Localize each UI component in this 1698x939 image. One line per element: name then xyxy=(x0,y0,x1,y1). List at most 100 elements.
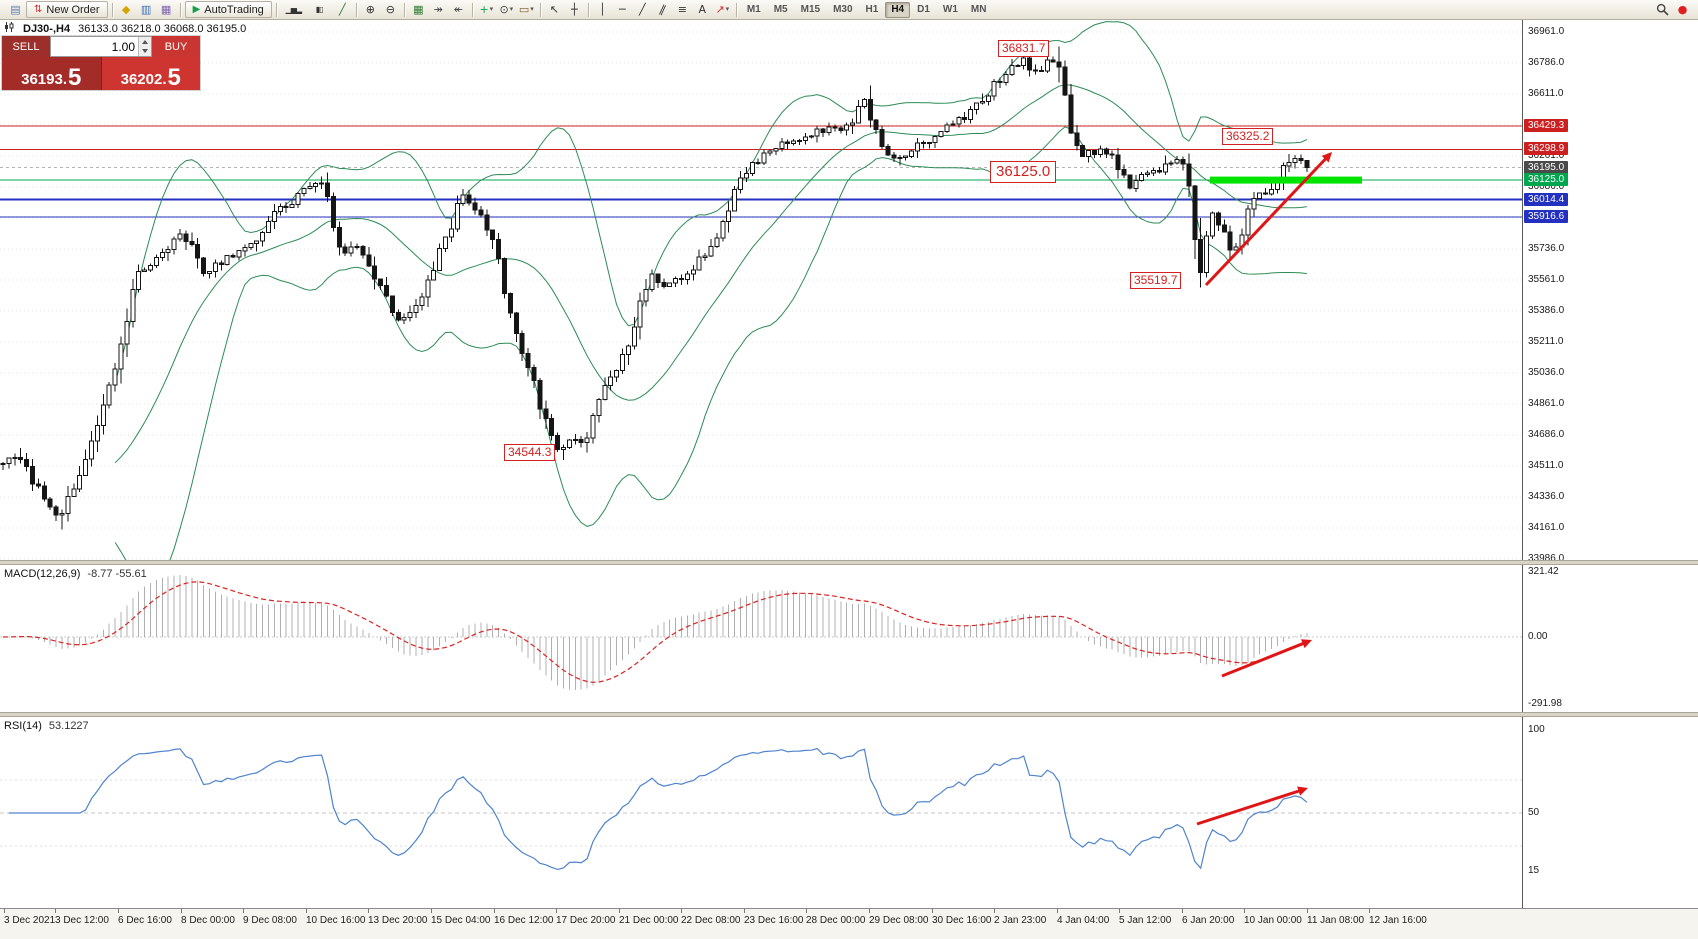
connection-status-icon[interactable]: ● xyxy=(1673,1,1692,18)
panel-splitter-macd[interactable] xyxy=(0,560,1698,565)
search-icon[interactable] xyxy=(1653,1,1672,18)
time-axis-label: 15 Dec 04:00 xyxy=(431,915,491,926)
fibonacci-icon-glyph: ≡ xyxy=(677,3,687,16)
rsi-axis-label: 15 xyxy=(1528,865,1540,876)
bar-chart-icon-glyph: ▁▅▂ xyxy=(285,4,303,14)
chart-window-icon[interactable]: ▤ xyxy=(6,1,25,18)
time-axis-label: 21 Dec 00:00 xyxy=(619,915,679,926)
autotrading-button-label: AutoTrading xyxy=(204,3,264,16)
buy-button[interactable]: BUY xyxy=(152,36,200,57)
price-callout-36325.2: 36325.2 xyxy=(1222,128,1274,145)
toolbar-separator xyxy=(179,2,181,17)
zoom-out-icon[interactable]: ⊖ xyxy=(381,1,400,18)
panel-splitter-rsi[interactable] xyxy=(0,712,1698,717)
autotrading-button[interactable]: ▶ AutoTrading xyxy=(184,1,272,18)
expert-advisors-icon[interactable]: ◆ xyxy=(117,1,136,18)
indicators-icon[interactable]: + ▾ xyxy=(477,1,496,18)
price-callout-36831.7: 36831.7 xyxy=(998,40,1050,57)
timeframe-h1-button[interactable]: H1 xyxy=(865,4,879,15)
timeframe-m1-button[interactable]: M1 xyxy=(746,4,761,15)
buy-price[interactable]: 36202. 5 xyxy=(101,57,200,90)
price-axis-label: 34161.0 xyxy=(1528,522,1565,533)
trendline-icon-glyph: ╱ xyxy=(639,3,646,16)
chart-shift-icon[interactable]: ↞ xyxy=(449,1,468,18)
price-axis[interactable]: 36961.036786.036611.036436.036261.036086… xyxy=(1522,20,1698,908)
time-axis-tick xyxy=(368,909,369,913)
macd-indicator-label: MACD(12,26,9) -8.77 -55.61 xyxy=(4,568,147,580)
time-axis-tick xyxy=(681,909,682,913)
timeframe-w1-button[interactable]: W1 xyxy=(942,4,958,15)
crosshair-icon[interactable]: ┼ xyxy=(565,1,584,18)
time-axis-label: 17 Dec 20:00 xyxy=(556,915,616,926)
price-axis-label: 36261.0 xyxy=(1528,150,1565,161)
price-axis-label: 34336.0 xyxy=(1528,491,1565,502)
toolbar-separator xyxy=(539,2,541,17)
volume-input[interactable] xyxy=(51,37,138,56)
time-axis-label: 2 Jan 23:00 xyxy=(994,915,1047,926)
terminal-icon[interactable]: ▦ xyxy=(157,1,176,18)
new-order-button[interactable]: ⇅ New Order xyxy=(26,1,108,18)
sell-price[interactable]: 36193. 5 xyxy=(2,57,102,90)
bar-chart-icon[interactable]: ▁▅▂ xyxy=(281,1,306,18)
market-watch-icon[interactable]: ▥ xyxy=(137,1,156,18)
time-axis-tick xyxy=(556,909,557,913)
zoom-in-icon[interactable]: ⊕ xyxy=(361,1,380,18)
auto-scroll-icon[interactable]: ↠ xyxy=(429,1,448,18)
periods-icon-glyph: ⊙ xyxy=(499,3,509,16)
time-axis-label: 6 Jan 20:00 xyxy=(1182,915,1235,926)
vertical-line-icon[interactable]: │ xyxy=(593,1,612,18)
macd-panel[interactable] xyxy=(0,565,1522,712)
horizontal-line-icon-glyph: ─ xyxy=(619,3,626,16)
rsi-panel[interactable] xyxy=(0,717,1522,908)
time-axis-tick xyxy=(1182,909,1183,913)
macd-axis-label: 0.00 xyxy=(1528,631,1548,642)
tile-windows-icon[interactable]: ▦ xyxy=(409,1,428,18)
volume-spinner xyxy=(138,37,151,56)
toolbar-separator xyxy=(735,2,737,17)
arrows-tool-icon[interactable]: ↗ ▾ xyxy=(713,1,732,18)
time-axis-label: 13 Dec 20:00 xyxy=(368,915,428,926)
ohlc-values: 36133.0 36218.0 36068.0 36195.0 xyxy=(78,22,247,35)
cursor-icon[interactable]: ↖ xyxy=(545,1,564,18)
cursor-icon-glyph: ↖ xyxy=(549,3,559,16)
time-axis-tick xyxy=(494,909,495,913)
time-axis-tick xyxy=(806,909,807,913)
time-axis-label: 28 Dec 00:00 xyxy=(806,915,866,926)
time-axis-tick xyxy=(619,909,620,913)
timeframe-d1-button[interactable]: D1 xyxy=(917,4,930,15)
vertical-line-icon-glyph: │ xyxy=(599,3,606,16)
time-axis-label: 30 Dec 16:00 xyxy=(932,915,992,926)
timeframe-mn-button[interactable]: MN xyxy=(970,4,987,15)
volume-box xyxy=(50,36,152,57)
price-axis-label: 34686.0 xyxy=(1528,429,1565,440)
equidistant-channel-icon[interactable]: ∥ xyxy=(653,1,672,18)
time-axis-tick xyxy=(243,909,244,913)
price-tag-36125.0: 36125.0 xyxy=(1524,173,1569,186)
fibonacci-icon[interactable]: ≡ xyxy=(673,1,692,18)
timeframe-m15-button[interactable]: M15 xyxy=(800,4,821,15)
price-axis-label: 36611.0 xyxy=(1528,88,1564,99)
rsi-axis-label: 50 xyxy=(1528,807,1540,818)
text-label-icon-glyph: A xyxy=(698,3,707,16)
templates-icon[interactable]: ▭ ▾ xyxy=(517,1,536,18)
candlestick-chart-icon[interactable]: ▮▯ xyxy=(307,1,332,18)
volume-increase-button[interactable] xyxy=(139,37,151,47)
time-axis[interactable]: 3 Dec 2021 3 Dec 12:00 6 Dec 16:00 8 Dec 00… xyxy=(0,908,1698,939)
time-axis-label: 3 Dec 2021 xyxy=(4,915,56,926)
equidistant-channel-icon-glyph: ∥ xyxy=(657,2,668,17)
candlestick-chart-icon-glyph: ▮▯ xyxy=(315,4,324,14)
time-axis-tick xyxy=(994,909,995,913)
main-chart-plot[interactable] xyxy=(0,20,1522,560)
trendline-icon[interactable]: ╱ xyxy=(633,1,652,18)
sell-button[interactable]: SELL xyxy=(2,36,50,57)
periods-icon[interactable]: ⊙ ▾ xyxy=(497,1,516,18)
timeframe-m5-button[interactable]: M5 xyxy=(773,4,788,15)
timeframe-m30-button[interactable]: M30 xyxy=(833,4,853,15)
volume-decrease-button[interactable] xyxy=(139,46,151,56)
line-chart-icon[interactable]: ╱ xyxy=(333,1,352,18)
text-label-icon[interactable]: A xyxy=(693,1,712,18)
horizontal-line-icon[interactable]: ─ xyxy=(613,1,632,18)
macd-title: MACD(12,26,9) xyxy=(4,568,81,580)
timeframe-h4-button[interactable]: H4 xyxy=(885,1,911,18)
zoom-out-icon-glyph: ⊖ xyxy=(385,3,395,16)
